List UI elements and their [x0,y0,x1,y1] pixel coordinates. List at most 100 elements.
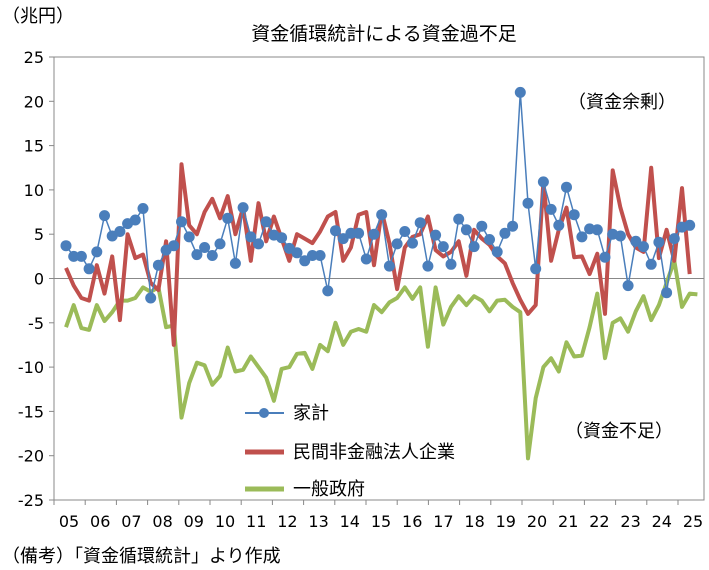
x-tick-label: 19 [496,512,516,531]
data-point-household [168,240,180,252]
data-point-household [522,197,534,209]
x-tick-label: 22 [589,512,609,531]
data-point-household [514,86,526,98]
x-tick-label: 09 [184,512,204,531]
data-point-household [453,213,465,225]
x-tick-label: 15 [371,512,391,531]
x-tick-label: 17 [433,512,453,531]
data-point-household [322,285,334,297]
data-point-household [245,231,257,243]
data-point-household [214,238,226,250]
data-point-household [314,250,326,261]
y-tick-label: 0 [34,270,44,289]
data-point-household [260,216,272,228]
data-point-household [83,263,95,275]
data-point-household [437,241,449,253]
data-point-household [345,227,357,239]
data-point-household [199,242,211,253]
data-point-household [114,226,126,237]
legend-marker-household [259,408,269,418]
data-point-household [176,216,187,228]
data-point-household [60,240,72,252]
x-tick-label: 25 [683,512,703,531]
legend-label-household: 家計 [293,403,329,424]
data-point-household [553,219,565,231]
x-tick-label: 18 [464,512,484,531]
data-point-household [645,258,657,270]
x-tick-label: 21 [558,512,578,531]
data-point-household [576,231,588,243]
data-point-household [591,224,603,236]
data-point-household [499,227,511,239]
y-tick-label: -5 [28,314,44,333]
data-point-household [99,210,110,222]
data-point-household [91,246,103,258]
data-point-household [291,247,303,259]
data-point-household [68,250,80,262]
data-point-household [507,220,519,232]
data-point-household [614,230,626,242]
series-line-corporate [64,162,692,347]
data-point-household [622,280,634,292]
data-point-household [399,226,411,237]
data-point-household [152,259,164,271]
y-tick-label: -20 [18,447,44,466]
data-point-household [299,255,311,267]
data-point-household [545,203,557,215]
data-point-household [468,241,480,253]
data-point-household [537,176,549,188]
x-tick-label: 24 [652,512,672,531]
chart-title: 資金循環統計による資金過不足 [251,23,516,45]
y-tick-label: 10 [24,181,44,200]
data-point-household [422,260,434,272]
x-tick-label: 12 [277,512,297,531]
unit-label: （兆円） [2,6,74,27]
data-point-household [430,229,442,241]
x-tick-label: 10 [215,512,235,531]
data-point-household [306,250,318,261]
data-point-household [137,203,149,214]
data-point-household [684,219,696,231]
data-point-household [183,231,195,243]
data-point-household [206,250,218,261]
data-point-household [229,257,241,269]
data-point-household [599,251,611,263]
legend-label-corporate: 民間非金融法人企業 [293,442,455,463]
x-tick-label: 13 [308,512,328,531]
data-point-household [460,224,472,236]
data-point-household [360,253,372,265]
data-point-household [561,181,572,193]
y-tick-label: 5 [34,225,44,244]
data-point-household [653,236,665,248]
y-tick-label: 15 [24,137,44,156]
data-point-household [630,235,642,247]
data-point-household [491,246,503,258]
y-tick-label: 20 [24,92,44,111]
annotation-deficit: （資金不足） [565,421,673,442]
data-point-household [484,234,495,245]
data-point-household [253,238,264,250]
y-tick-label: -15 [18,402,44,421]
data-point-household [191,249,203,261]
data-point-household [383,260,395,272]
x-tick-label: 23 [620,512,640,531]
x-tick-label: 11 [246,512,266,531]
legend: 家計 民間非金融法人企業 一般政府 [245,403,455,500]
data-point-household [568,209,580,221]
x-tick-label: 14 [340,512,360,531]
x-tick-label: 06 [90,512,110,531]
data-point-household [376,209,388,221]
data-point-household [75,250,87,262]
data-point-household [337,233,349,245]
data-point-household [129,214,141,226]
data-point-household [668,233,680,245]
legend-label-government: 一般政府 [293,479,365,500]
x-tick-label: 07 [121,512,141,531]
data-point-household [407,237,418,249]
y-tick-label: -10 [18,358,44,377]
data-point-household [445,258,457,270]
x-tick-label: 05 [59,512,79,531]
data-point-household [638,241,649,253]
x-tick-label: 20 [527,512,547,531]
